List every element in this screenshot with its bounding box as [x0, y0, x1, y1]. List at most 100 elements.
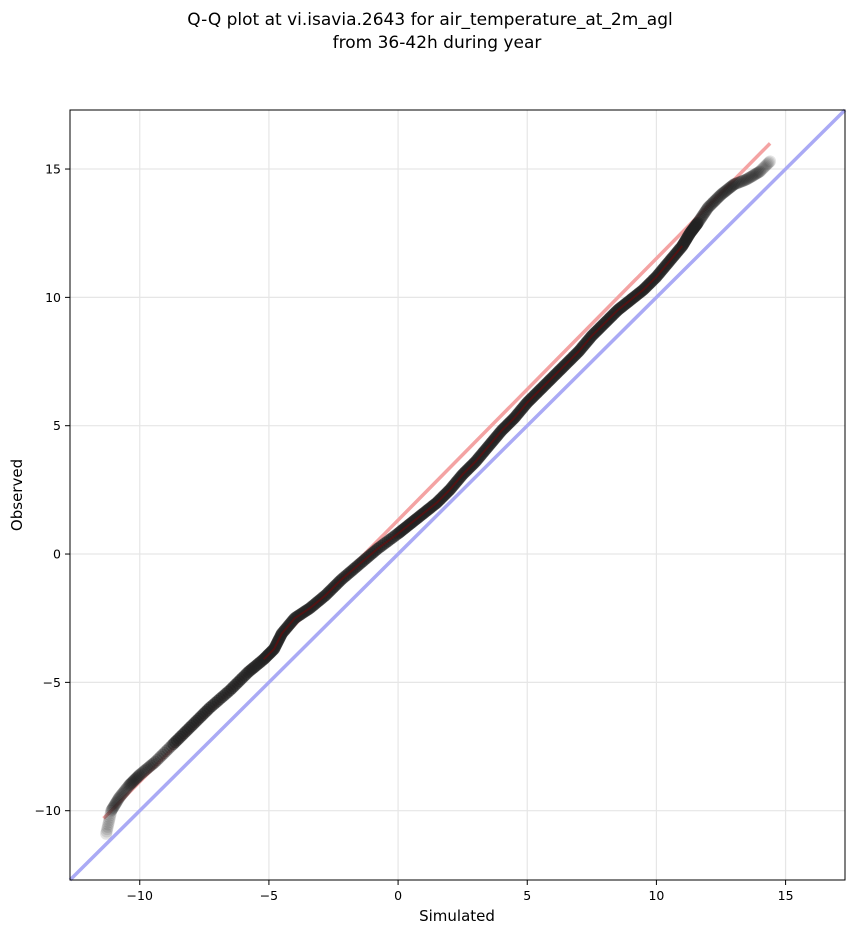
qq-point	[122, 780, 135, 793]
qq-point	[709, 193, 722, 206]
qq-point	[704, 198, 717, 211]
chart-subtitle: from 36-42h during year	[333, 33, 542, 53]
qq-point	[764, 155, 777, 168]
qq-point	[738, 174, 751, 187]
qq-point	[103, 813, 116, 826]
qq-point	[154, 750, 167, 763]
qq-point	[702, 201, 715, 214]
chart-title: Q-Q plot at vi.isavia.2643 for air_tempe…	[187, 10, 672, 30]
qq-point	[752, 166, 765, 179]
axis-ticks: −10 −5 0 5 10 15 −10 −5 0 5 10 15	[35, 162, 794, 903]
qq-point	[744, 170, 757, 183]
qq-point	[705, 197, 718, 210]
y-tick-label: 10	[45, 290, 61, 305]
qq-point	[743, 171, 756, 184]
qq-point	[715, 188, 727, 201]
qq-point	[131, 770, 144, 783]
qq-point	[123, 779, 136, 792]
qq-point	[711, 192, 724, 205]
qq-point	[763, 156, 776, 169]
qq-point	[136, 766, 149, 779]
qq-point	[695, 210, 708, 223]
y-tick-label: 5	[53, 418, 61, 433]
qq-point	[760, 158, 773, 171]
qq-point	[725, 180, 738, 193]
qq-point	[703, 200, 716, 213]
x-axis-label: Simulated	[419, 907, 495, 925]
qq-point	[127, 774, 140, 787]
y-tick-label: −10	[35, 803, 61, 818]
qq-point	[106, 803, 119, 816]
qq-point	[133, 768, 146, 781]
qq-point	[729, 177, 742, 190]
x-tick-label: 0	[394, 888, 402, 903]
qq-point	[731, 176, 744, 189]
qq-point	[691, 216, 704, 229]
qq-point	[115, 789, 128, 802]
qq-point	[116, 788, 129, 801]
qq-point	[717, 186, 730, 199]
qq-point	[740, 173, 753, 186]
qq-point	[143, 761, 156, 774]
qq-point	[713, 189, 726, 202]
qq-point	[125, 776, 138, 789]
qq-point	[156, 748, 169, 761]
qq-point	[708, 195, 721, 208]
qq-point	[736, 174, 749, 187]
qq-point	[102, 816, 115, 829]
qq-point	[141, 762, 154, 775]
qq-point	[747, 169, 760, 182]
qq-point	[724, 181, 737, 194]
qq-point	[114, 790, 127, 803]
qq-point	[101, 820, 114, 833]
qq-point	[756, 162, 769, 175]
qq-point	[730, 177, 743, 190]
qq-point	[720, 184, 733, 197]
y-axis-label: Observed	[8, 459, 26, 531]
qq-point	[733, 176, 746, 189]
qq-point	[158, 746, 171, 759]
qq-point	[754, 164, 767, 177]
qq-point	[147, 757, 160, 770]
qq-point	[117, 786, 130, 799]
qq-point	[106, 802, 119, 815]
x-tick-label: 5	[523, 888, 531, 903]
qq-point	[712, 191, 725, 204]
qq-point	[718, 185, 731, 198]
qq-point	[746, 170, 758, 183]
quantile-core-trace	[263, 245, 684, 660]
qq-point	[755, 163, 768, 176]
qq-point	[138, 764, 151, 777]
qq-point	[132, 769, 145, 782]
qq-point	[698, 206, 711, 219]
y-tick-label: 15	[45, 162, 61, 177]
qq-point	[716, 187, 729, 200]
qq-point	[758, 160, 771, 173]
qq-point	[726, 179, 739, 192]
qq-point	[751, 167, 764, 180]
qq-point	[748, 168, 761, 181]
y-tick-label: 0	[53, 547, 61, 562]
qq-point	[100, 827, 113, 840]
qq-point	[694, 212, 707, 225]
qq-point	[119, 784, 132, 797]
qq-point	[124, 778, 137, 791]
qq-point	[152, 752, 165, 765]
qq-point	[121, 781, 134, 794]
qq-point	[108, 799, 121, 812]
qq-point	[721, 183, 734, 196]
qq-point	[128, 773, 141, 786]
qq-point	[739, 173, 752, 186]
qq-point	[759, 159, 772, 172]
qq-point	[149, 755, 162, 768]
plot-frame	[69, 109, 846, 881]
x-tick-label: −5	[260, 888, 278, 903]
grid	[70, 110, 845, 880]
qq-point	[104, 807, 117, 820]
qq-point	[113, 791, 126, 804]
identity-reference-line	[68, 108, 847, 882]
qq-point	[112, 793, 125, 806]
qq-point	[120, 782, 133, 795]
qq-point	[722, 182, 735, 195]
qq-point	[727, 178, 740, 191]
